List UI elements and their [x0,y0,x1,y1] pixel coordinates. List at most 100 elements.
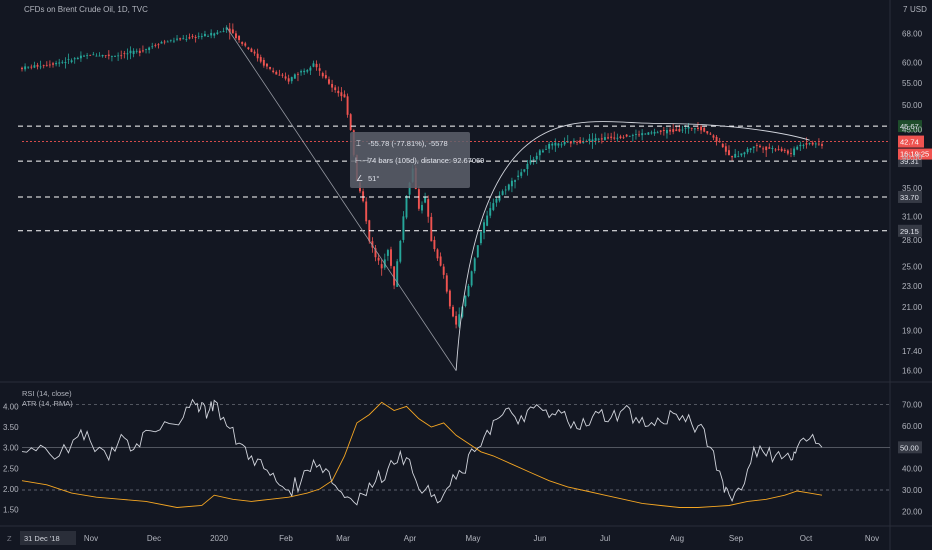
candle-body[interactable] [476,245,479,258]
candle-body[interactable] [231,29,234,34]
candle-body[interactable] [92,54,95,56]
timeline-start[interactable]: 31 Dec '18 [20,531,76,545]
candle-body[interactable] [117,55,120,57]
candle-body[interactable] [52,63,54,65]
candle-body[interactable] [197,36,200,38]
candle-body[interactable] [334,87,337,91]
candle-body[interactable] [483,222,485,233]
candle-body[interactable] [700,126,703,131]
candle-body[interactable] [172,40,175,42]
candle-body[interactable] [666,129,668,134]
candle-body[interactable] [340,92,343,97]
candle-body[interactable] [442,266,445,275]
candle-body[interactable] [163,41,166,43]
candle-body[interactable] [743,152,746,155]
candle-body[interactable] [529,160,532,164]
candle-body[interactable] [151,46,154,48]
candle-body[interactable] [238,35,241,41]
candle-body[interactable] [464,295,467,307]
candle-body[interactable] [790,152,792,154]
candle-body[interactable] [541,150,544,153]
candle-body[interactable] [514,180,516,182]
candle-body[interactable] [55,62,58,65]
candle-body[interactable] [793,148,796,156]
candle-body[interactable] [402,216,405,240]
candle-body[interactable] [185,38,188,40]
candle-body[interactable] [169,39,172,41]
candle-body[interactable] [281,74,284,76]
candle-body[interactable] [362,191,365,202]
candle-body[interactable] [300,71,303,73]
candle-body[interactable] [123,53,126,55]
candle-body[interactable] [303,70,306,73]
candle-body[interactable] [284,76,287,79]
candle-body[interactable] [771,147,774,149]
candle-body[interactable] [681,129,684,131]
candle-body[interactable] [365,201,368,222]
candle-body[interactable] [219,31,222,33]
candle-body[interactable] [95,55,98,57]
candle-body[interactable] [138,50,141,53]
candle-body[interactable] [241,42,244,44]
candle-body[interactable] [796,146,799,150]
candle-body[interactable] [272,70,275,73]
candle-body[interactable] [622,137,625,139]
indicator-pane[interactable]: 20.0030.0040.0050.0060.0070.0050.001.502… [3,398,923,517]
candle-body[interactable] [802,145,805,146]
candle-body[interactable] [526,163,529,170]
candle-body[interactable] [222,30,225,32]
candle-body[interactable] [610,136,613,138]
candle-body[interactable] [749,148,752,150]
candle-body[interactable] [805,143,808,145]
candle-body[interactable] [61,61,64,63]
candle-body[interactable] [765,146,768,151]
candle-body[interactable] [641,133,644,136]
candle-body[interactable] [380,264,383,269]
candle-body[interactable] [135,50,138,52]
candle-body[interactable] [675,129,678,132]
candle-body[interactable] [154,44,157,46]
candle-body[interactable] [489,208,492,216]
candle-body[interactable] [625,134,628,137]
candle-body[interactable] [613,137,616,139]
rsi-legend[interactable]: RSI (14, close) [22,389,72,398]
candle-body[interactable] [89,54,92,56]
candle-body[interactable] [588,138,591,141]
time-axis[interactable]: Nov Dec 2020 Feb Mar Apr May Jun Jul Aug Sep Oct Nov [84,534,879,543]
candle-body[interactable] [200,36,203,38]
candle-body[interactable] [182,38,185,40]
drawings-layer[interactable] [226,27,810,371]
candle-body[interactable] [179,38,182,40]
candle-body[interactable] [591,139,594,142]
candle-body[interactable] [129,50,132,54]
candle-body[interactable] [510,180,513,187]
candle-body[interactable] [21,67,23,70]
candle-body[interactable] [728,150,730,156]
candle-body[interactable] [250,48,253,52]
candle-body[interactable] [783,149,786,151]
candle-body[interactable] [492,203,495,210]
candle-body[interactable] [194,36,197,38]
candle-body[interactable] [107,54,110,56]
candle-body[interactable] [427,199,430,217]
candle-body[interactable] [101,54,104,57]
candle-body[interactable] [724,146,727,152]
currency-label[interactable]: USD [910,5,927,14]
candle-body[interactable] [473,258,476,272]
candle-body[interactable] [731,156,734,158]
candle-body[interactable] [690,127,693,129]
candle-body[interactable] [551,143,554,146]
candle-body[interactable] [70,60,73,63]
horizontal-levels[interactable]: 45.67 39.31 33.70 29.15 42.74 16:19:25 [18,120,932,237]
candle-body[interactable] [377,257,380,261]
candle-body[interactable] [458,314,461,327]
candle-body[interactable] [157,44,160,46]
candle-body[interactable] [734,153,737,158]
candle-body[interactable] [234,33,237,39]
candle-body[interactable] [210,32,213,36]
candle-body[interactable] [73,58,76,60]
candle-body[interactable] [582,142,585,143]
candle-body[interactable] [321,73,324,77]
candle-body[interactable] [548,143,551,149]
candle-body[interactable] [746,149,749,153]
